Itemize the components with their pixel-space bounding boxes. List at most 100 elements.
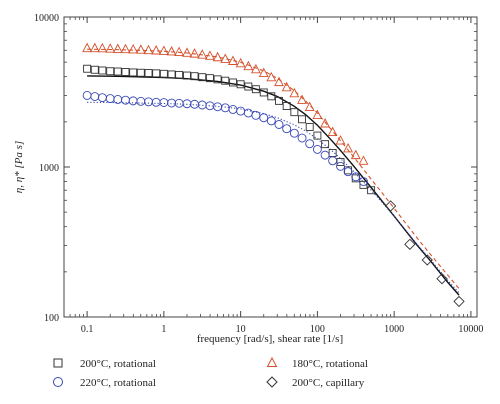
y-tick-label: 10000 <box>34 13 59 24</box>
data-point-square <box>198 73 207 82</box>
data-point-triangle <box>158 45 169 55</box>
data-point-triangle <box>135 44 146 54</box>
data-point-circle <box>282 124 292 134</box>
y-tick-label: 100 <box>44 313 59 324</box>
data-point-triangle <box>266 71 277 82</box>
data-point-triangle <box>143 44 154 55</box>
data-point-square <box>144 69 153 77</box>
x-tick-label: 10000 <box>458 324 483 335</box>
data-point-triangle <box>343 142 354 153</box>
data-point-circle <box>151 97 161 107</box>
data-point-square <box>298 115 306 124</box>
data-point-triangle <box>335 135 346 145</box>
data-point-triangle <box>358 155 369 165</box>
data-point-circle <box>328 156 338 166</box>
data-point-circle <box>159 98 169 107</box>
data-markers <box>82 42 465 308</box>
data-point-triangle <box>82 42 93 53</box>
legend-label: 200°C, capillary <box>292 377 365 389</box>
data-point-square <box>275 96 283 105</box>
data-point-square <box>213 75 222 84</box>
data-point-triangle <box>97 42 108 53</box>
data-point-square <box>113 67 122 76</box>
data-point-square <box>136 68 145 77</box>
data-point-square <box>290 108 299 117</box>
data-point-circle <box>251 110 261 120</box>
fit-line-dashed <box>87 48 460 289</box>
legend-entry-180c-rotational: 180°C, rotational <box>266 356 368 370</box>
data-point-circle <box>336 161 345 171</box>
data-point-circle <box>312 144 322 154</box>
data-point-square <box>282 102 291 110</box>
data-point-circle <box>274 120 284 129</box>
data-point-square <box>244 82 253 91</box>
data-point-circle <box>266 116 276 126</box>
data-point-circle <box>343 167 353 177</box>
data-point-triangle <box>258 67 269 77</box>
data-point-circle <box>121 95 130 105</box>
data-point-square <box>152 69 161 78</box>
data-point-square <box>221 76 230 85</box>
data-point-square <box>190 72 199 81</box>
data-point-circle <box>243 108 253 118</box>
data-point-triangle <box>182 47 192 57</box>
y-axis-label: η, η* [Pa s] <box>13 141 25 193</box>
data-point-square <box>336 158 345 166</box>
data-point-square <box>251 85 260 94</box>
data-point-circle <box>358 177 368 186</box>
data-point-diamond <box>385 200 397 212</box>
data-point-square <box>90 65 99 74</box>
data-point-circle <box>236 106 246 116</box>
data-point-circle <box>113 95 123 104</box>
data-point-square <box>305 122 314 131</box>
data-point-circle <box>289 128 299 138</box>
data-point-square <box>359 180 368 189</box>
series-circle <box>82 90 368 186</box>
data-point-triangle <box>197 49 208 59</box>
series-triangle <box>82 42 369 165</box>
data-point-circle <box>136 96 146 106</box>
axes: 0.1 1 10 100 1000 10000 100 1000 10000 <box>34 13 483 335</box>
data-point-diamond <box>421 254 433 266</box>
x-tick-label: 1 <box>161 324 166 335</box>
data-point-triangle <box>327 126 338 137</box>
data-point-triangle <box>274 76 284 87</box>
data-point-triangle <box>112 43 123 53</box>
legend-circle-marker <box>53 377 63 387</box>
data-point-triangle <box>204 50 215 60</box>
data-point-circle <box>174 98 184 108</box>
data-point-circle <box>259 113 269 123</box>
data-point-square <box>98 66 107 75</box>
data-point-square <box>367 186 376 195</box>
data-point-circle <box>144 97 153 107</box>
data-point-triangle <box>105 43 116 53</box>
data-point-triangle <box>350 149 361 160</box>
legend-entry-200c-capillary: 200°C, capillary <box>266 376 365 389</box>
x-tick-label: 1000 <box>384 324 404 335</box>
data-point-circle <box>167 98 177 108</box>
legend: 200°C, rotational 220°C, rotational 180°… <box>53 356 368 389</box>
fit-lines <box>87 48 460 296</box>
legend-triangle-marker <box>266 356 278 367</box>
data-point-square <box>83 64 92 73</box>
data-point-circle <box>97 93 107 103</box>
data-point-triangle <box>250 63 261 74</box>
data-point-square <box>129 68 138 77</box>
data-point-square <box>236 80 245 89</box>
data-point-triangle <box>174 46 185 56</box>
data-point-triangle <box>212 51 223 62</box>
data-point-circle <box>320 150 330 160</box>
legend-entry-220c-rotational: 220°C, rotational <box>53 377 156 389</box>
data-point-circle <box>305 139 315 149</box>
legend-label: 220°C, rotational <box>80 377 156 389</box>
data-point-square <box>228 78 237 87</box>
data-point-circle <box>82 90 92 100</box>
legend-entry-200c-rotational: 200°C, rotational <box>53 358 156 370</box>
data-point-diamond <box>404 238 416 250</box>
data-point-circle <box>351 172 361 182</box>
data-point-triangle <box>227 55 238 65</box>
data-point-triangle <box>235 57 246 68</box>
data-point-square <box>121 68 130 76</box>
data-point-triangle <box>189 48 200 58</box>
data-point-square <box>259 88 268 97</box>
